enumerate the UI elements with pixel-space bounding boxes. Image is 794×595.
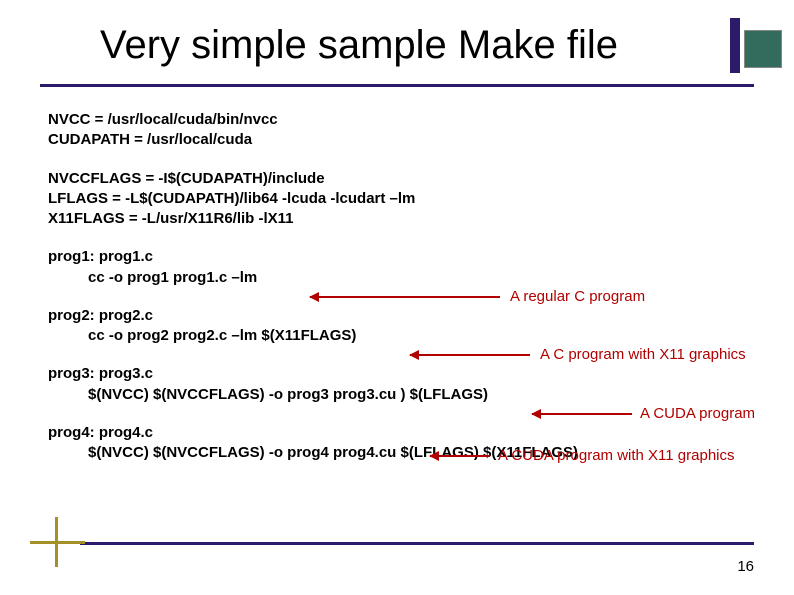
code-line: prog4: prog4.c (48, 423, 774, 443)
code-line: CUDAPATH = /usr/local/cuda (48, 130, 774, 150)
title-bar: Very simple sample Make file (40, 10, 754, 80)
footer-rule (80, 542, 754, 545)
footer-decor-icon (55, 517, 58, 567)
arrow-icon (430, 455, 490, 457)
code-line: cc -o prog1 prog1.c –lm (48, 268, 774, 288)
annotation: A CUDA program with X11 graphics (498, 447, 735, 464)
code-line: cc -o prog2 prog2.c –lm $(X11FLAGS) (48, 326, 774, 346)
annotation: A C program with X11 graphics (540, 346, 746, 363)
slide-title: Very simple sample Make file (100, 23, 618, 68)
title-underline (40, 84, 754, 87)
code-line: $(NVCC) $(NVCCFLAGS) -o prog3 prog3.cu )… (48, 385, 774, 405)
annotation: A regular C program (510, 288, 645, 305)
code-line: prog3: prog3.c (48, 364, 774, 384)
arrow-icon (532, 413, 632, 415)
annotation: A CUDA program (640, 405, 755, 422)
code-line: prog1: prog1.c (48, 247, 774, 267)
code-line: NVCC = /usr/local/cuda/bin/nvcc (48, 110, 774, 130)
page-number: 16 (737, 558, 754, 575)
arrow-icon (410, 354, 530, 356)
arrow-icon (310, 296, 500, 298)
code-line: LFLAGS = -L$(CUDAPATH)/lib64 -lcuda -lcu… (48, 189, 774, 209)
code-line: NVCCFLAGS = -I$(CUDAPATH)/include (48, 169, 774, 189)
code-line: prog2: prog2.c (48, 306, 774, 326)
code-line: X11FLAGS = -L/usr/X11R6/lib -lX11 (48, 209, 774, 229)
